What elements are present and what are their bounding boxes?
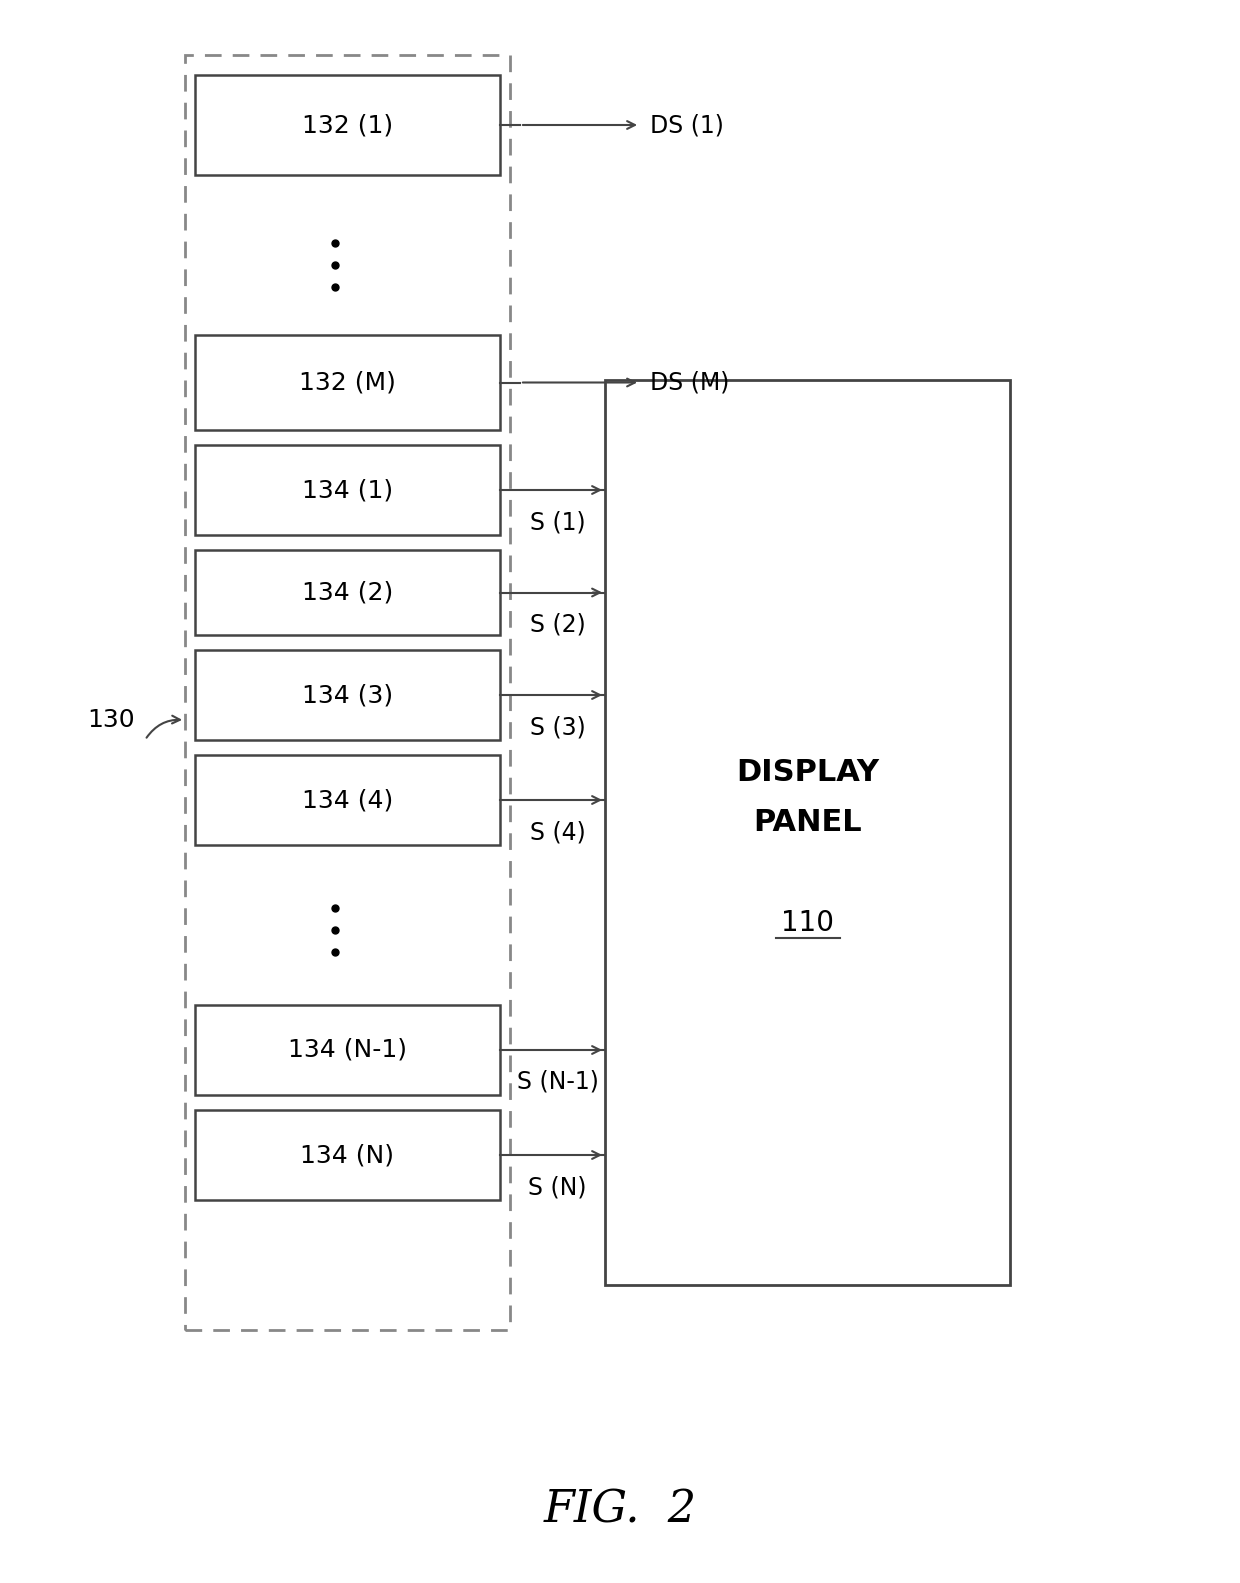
Text: 134 (N-1): 134 (N-1) xyxy=(288,1038,407,1062)
Text: 132 (1): 132 (1) xyxy=(301,112,393,138)
Text: PANEL: PANEL xyxy=(753,807,862,837)
Text: S (N): S (N) xyxy=(528,1175,587,1198)
Text: DS (1): DS (1) xyxy=(650,112,724,138)
Bar xyxy=(185,55,510,1330)
Text: 134 (N): 134 (N) xyxy=(300,1143,394,1167)
Bar xyxy=(195,755,500,845)
Text: DISPLAY: DISPLAY xyxy=(737,758,879,787)
Text: 130: 130 xyxy=(87,708,135,731)
Bar xyxy=(195,549,500,635)
Bar xyxy=(195,651,500,739)
Text: S (2): S (2) xyxy=(529,613,585,636)
Bar xyxy=(195,445,500,535)
Text: 134 (3): 134 (3) xyxy=(301,682,393,708)
Bar xyxy=(195,74,500,176)
Text: S (1): S (1) xyxy=(529,510,585,533)
Text: 134 (2): 134 (2) xyxy=(301,581,393,605)
Bar xyxy=(195,1110,500,1200)
Text: FIG.  2: FIG. 2 xyxy=(543,1488,697,1532)
Text: 134 (1): 134 (1) xyxy=(301,478,393,502)
Text: S (N-1): S (N-1) xyxy=(517,1070,599,1094)
Text: DS (M): DS (M) xyxy=(650,370,729,394)
Text: S (4): S (4) xyxy=(529,820,585,844)
Text: 134 (4): 134 (4) xyxy=(301,788,393,812)
Text: 110: 110 xyxy=(781,909,835,937)
Bar xyxy=(605,380,1011,1285)
Text: S (3): S (3) xyxy=(529,716,585,739)
Bar xyxy=(195,1005,500,1095)
Text: 132 (M): 132 (M) xyxy=(299,370,396,394)
Bar xyxy=(195,336,500,431)
